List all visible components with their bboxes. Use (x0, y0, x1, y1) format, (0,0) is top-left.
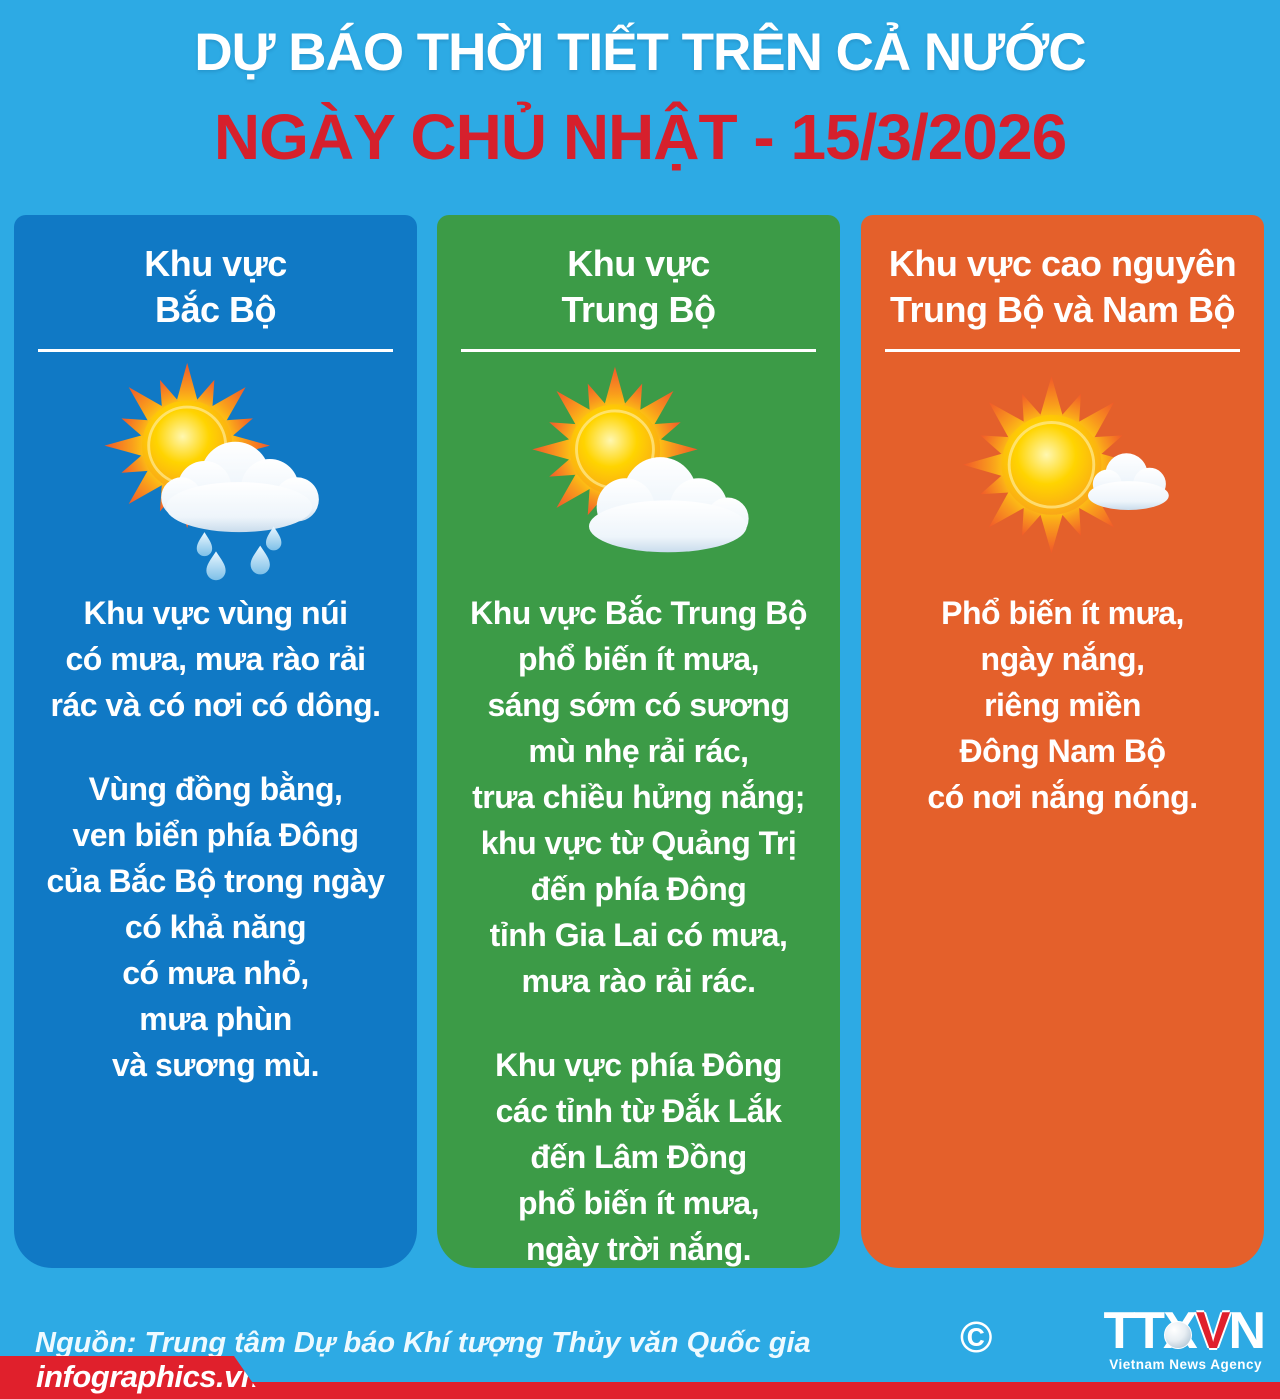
agency-v: V (1195, 1302, 1231, 1360)
title-underline (38, 349, 393, 353)
agency-letters: TTXVN (1104, 1302, 1266, 1360)
sun-small-cloud-icon (861, 358, 1264, 586)
copyright-icon: © (960, 1313, 993, 1362)
infographics-ribbon: infographics.vn (0, 1356, 264, 1399)
infographics-brand: infographics.vn (36, 1359, 260, 1394)
main-title: DỰ BÁO THỜI TIẾT TRÊN CẢ NƯỚC (194, 23, 1086, 82)
title-underline (885, 349, 1240, 353)
sun-cloud-rain-icon (14, 358, 417, 586)
panel-title: Khu vực Bắc Bộ (144, 243, 287, 331)
globe-icon (1164, 1321, 1192, 1349)
sun-cloud-icon (437, 358, 840, 586)
title-underline (461, 349, 816, 353)
forecast-paragraph: Phổ biến ít mưa, ngày nắng, riêng miền Đ… (927, 595, 1198, 816)
ttxvn-logo: © TTXVN Vietnam News Agency (960, 1302, 1266, 1377)
panel-trung-bo: Khu vực Trung Bộ (437, 215, 840, 1268)
forecast-paragraph: Khu vực phía Đông các tỉnh từ Đắk Lắk đế… (495, 1047, 782, 1268)
agency-n: N (1228, 1302, 1266, 1360)
panel-title: Khu vực Trung Bộ (561, 243, 716, 331)
panel-title: Khu vực cao nguyên Trung Bộ và Nam Bộ (888, 243, 1237, 331)
panel-bac-bo: Khu vực Bắc Bộ (14, 215, 417, 1268)
source-credit: Nguồn: Trung tâm Dự báo Khí tượng Thủy v… (35, 1327, 811, 1359)
forecast-paragraph: Vùng đồng bằng, ven biển phía Đông của B… (46, 771, 386, 1084)
bottom-red-band (0, 1382, 1280, 1399)
forecast-paragraph: Khu vực Bắc Trung Bộ phổ biến ít mưa, sá… (470, 595, 807, 1000)
panel-cao-nguyen-nam-bo: Khu vực cao nguyên Trung Bộ và Nam Bộ (861, 215, 1264, 1268)
agency-tagline: Vietnam News Agency (1109, 1357, 1262, 1372)
forecast-paragraph: Khu vực vùng núi có mưa, mưa rào rải rác… (50, 595, 381, 724)
date-title: NGÀY CHỦ NHẬT - 15/3/2026 (213, 101, 1067, 173)
